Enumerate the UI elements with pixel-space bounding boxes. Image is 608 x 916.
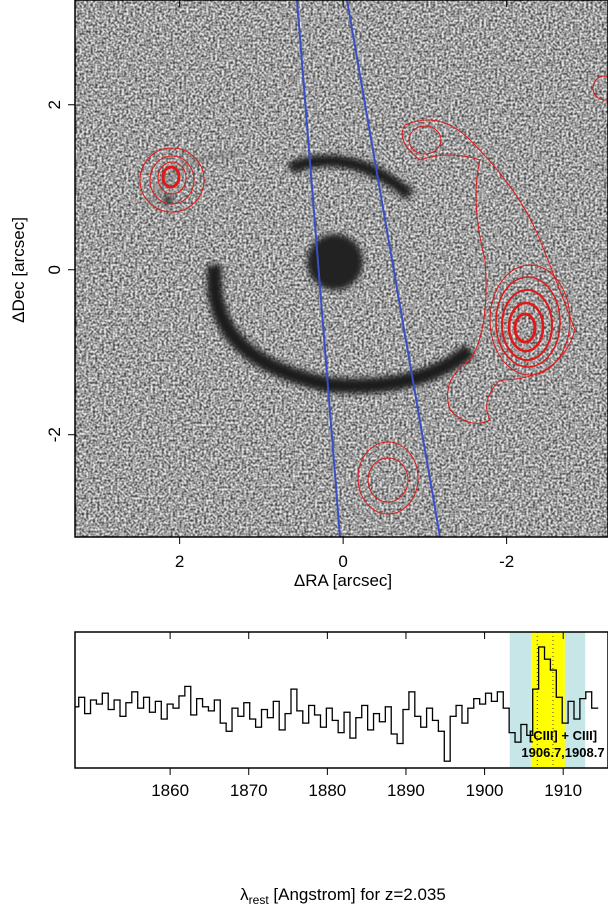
y-tick-label: 0 bbox=[45, 265, 64, 274]
x-tick-label: 1890 bbox=[387, 781, 425, 800]
x-tick-label: 1860 bbox=[151, 781, 189, 800]
annotation: 1906.7,1908.7 bbox=[521, 745, 604, 760]
x-axis-label-subscript: rest bbox=[249, 893, 270, 907]
y-axis-label: ΔDec [arcsec] bbox=[9, 217, 28, 323]
sky-image bbox=[75, 0, 608, 537]
x-axis-label-symbol: λ bbox=[240, 885, 249, 904]
y-tick-label: -2 bbox=[45, 427, 64, 442]
annotation: [CIII] + CIII] bbox=[529, 728, 597, 743]
x-tick-label: 0 bbox=[338, 552, 347, 571]
plot-frame bbox=[74, 631, 608, 769]
x-tick-label: -2 bbox=[499, 552, 514, 571]
spectrum bbox=[75, 646, 599, 762]
x-tick-label: 1870 bbox=[230, 781, 268, 800]
x-tick-label: 1880 bbox=[308, 781, 346, 800]
x-tick-label: 2 bbox=[175, 552, 184, 571]
y-tick-label: 2 bbox=[45, 100, 64, 109]
x-tick-label: 1910 bbox=[544, 781, 582, 800]
x-axis-label: λrest [Angstrom] for z=2.035 bbox=[240, 885, 446, 907]
shaded-region bbox=[564, 632, 586, 768]
plot-frame bbox=[74, 0, 608, 538]
x-tick-label: 1900 bbox=[466, 781, 504, 800]
x-axis-label-text: [Angstrom] for z=2.035 bbox=[269, 885, 446, 904]
x-axis-label: ΔRA [arcsec] bbox=[294, 571, 392, 590]
